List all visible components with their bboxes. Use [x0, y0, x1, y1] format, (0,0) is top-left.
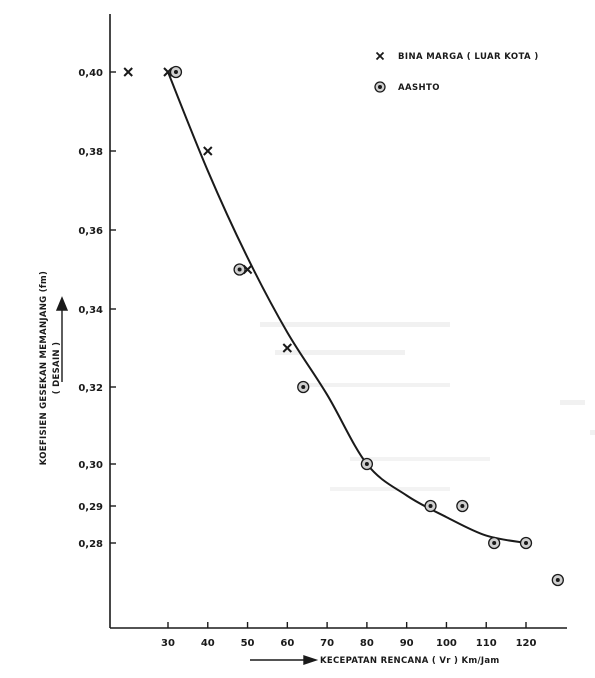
point-aashto [488, 536, 501, 550]
point-aashto [424, 499, 437, 513]
point-aashto [297, 380, 310, 394]
y-tick-label: 0,34 [78, 305, 103, 316]
y-tick-label: 0,40 [78, 68, 103, 79]
y-tick-label: 0,28 [78, 539, 103, 550]
legend-marker-bina-marga [375, 51, 385, 61]
point-aashto [456, 499, 469, 513]
y-axis-arrow [55, 296, 69, 382]
x-ticks: 30 40 50 60 70 80 90 100 110 120 [161, 622, 536, 649]
point-bina-marga [203, 146, 213, 156]
y-tick-label: 0,29 [78, 502, 103, 513]
y-tick-label: 0,38 [78, 147, 103, 158]
y-axis-title: KOEFISIEN GESEKAN MEMANJANG (fm) [39, 271, 49, 465]
y-tick-label: 0,32 [78, 383, 103, 394]
y-tick-label: 0,30 [78, 460, 103, 471]
y-tick-label: 0,36 [78, 226, 103, 237]
point-bina-marga [282, 343, 293, 353]
y-ticks: 0,40 0,38 0,36 0,34 0,32 0,30 0,29 0,28 [78, 68, 116, 550]
x-tick-label: 70 [320, 638, 334, 649]
bleed-through-text [260, 322, 595, 491]
point-aashto [233, 263, 246, 276]
x-tick-label: 40 [201, 638, 215, 649]
x-tick-label: 50 [241, 638, 255, 649]
legend-label-bina-marga: BINA MARGA ( LUAR KOTA ) [398, 52, 539, 62]
legend: BINA MARGA ( LUAR KOTA ) AASHTO [374, 51, 539, 93]
x-tick-label: 120 [516, 638, 537, 649]
point-aashto [519, 536, 533, 550]
series-marks [123, 65, 564, 587]
y-axis-subtitle: ( DESAIN ) [52, 342, 62, 395]
x-tick-label: 100 [436, 638, 457, 649]
point-aashto [169, 65, 183, 79]
fitted-curve [167, 71, 527, 544]
x-tick-label: 80 [360, 638, 374, 649]
point-bina-marga [123, 67, 133, 77]
legend-label-aashto: AASHTO [398, 83, 440, 93]
x-tick-label: 90 [400, 638, 414, 649]
point-aashto [551, 573, 564, 587]
x-tick-label: 110 [476, 638, 497, 649]
point-aashto [360, 457, 374, 471]
x-tick-label: 30 [161, 638, 175, 649]
legend-marker-aashto [374, 81, 386, 93]
x-tick-label: 60 [280, 638, 294, 649]
x-axis-arrow [250, 655, 319, 665]
x-axis-title: KECEPATAN RENCANA ( Vr ) Km/Jam [320, 656, 500, 666]
